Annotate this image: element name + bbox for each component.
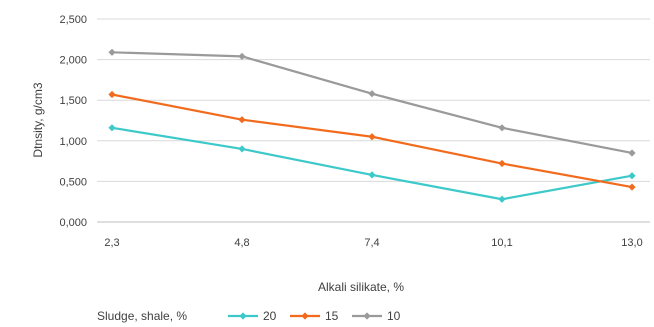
data-point xyxy=(238,116,246,124)
x-axis-ticks: 2,3 4,8 7,4 10,1 13,0 xyxy=(104,237,642,249)
y-tick-label: 1,500 xyxy=(59,95,87,107)
legend-items: 20 15 10 xyxy=(228,309,401,323)
legend-label: 10 xyxy=(387,309,401,323)
data-point xyxy=(368,133,376,141)
y-tick-label: 1,000 xyxy=(59,136,87,148)
series-20 xyxy=(108,124,636,203)
x-axis-title: Alkali silikate, % xyxy=(318,280,404,294)
legend-label: 15 xyxy=(325,309,339,323)
y-tick-label: 0,500 xyxy=(59,176,87,188)
x-tick-label: 2,3 xyxy=(104,237,119,249)
legend-swatch-marker xyxy=(363,312,371,320)
legend-item-15: 15 xyxy=(290,309,339,323)
legend-label: 20 xyxy=(263,309,277,323)
data-point xyxy=(108,124,116,132)
y-tick-label: 0,000 xyxy=(59,217,87,229)
series-lines xyxy=(108,48,636,203)
data-point xyxy=(238,145,246,153)
data-point xyxy=(238,52,246,60)
legend: Sludge, shale, % 20 15 10 xyxy=(97,309,401,323)
y-tick-label: 2,500 xyxy=(59,14,87,26)
data-point xyxy=(498,195,506,203)
legend-item-20: 20 xyxy=(228,309,277,323)
x-tick-label: 7,4 xyxy=(364,237,379,249)
series-10 xyxy=(108,48,636,157)
data-point xyxy=(108,48,116,56)
x-tick-label: 13,0 xyxy=(621,237,642,249)
data-point xyxy=(368,171,376,179)
data-point xyxy=(628,149,636,157)
gridlines xyxy=(97,18,650,223)
data-point xyxy=(628,172,636,180)
legend-swatch-marker xyxy=(301,312,309,320)
data-point xyxy=(368,90,376,98)
data-point xyxy=(498,124,506,132)
data-point xyxy=(628,183,636,191)
data-point xyxy=(108,90,116,99)
legend-swatch-marker xyxy=(239,312,247,320)
legend-item-10: 10 xyxy=(352,309,401,323)
x-tick-label: 4,8 xyxy=(234,237,249,249)
y-axis-title: Dtnsity, g/cm3 xyxy=(31,82,45,157)
x-tick-label: 10,1 xyxy=(491,237,512,249)
y-axis-ticks: 0,000 0,500 1,000 1,500 2,000 2,500 xyxy=(59,14,87,229)
legend-title: Sludge, shale, % xyxy=(97,309,187,323)
y-tick-label: 2,000 xyxy=(59,55,87,67)
data-point xyxy=(498,159,506,168)
series-15 xyxy=(108,90,636,191)
